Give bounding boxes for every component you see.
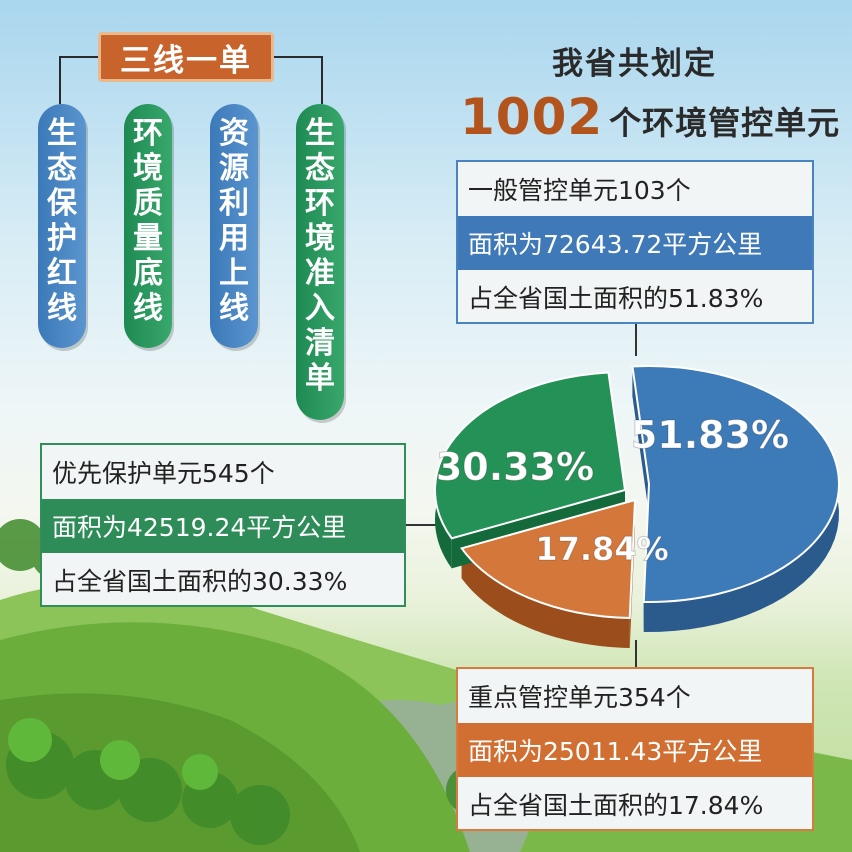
headline-number: 1002: [460, 88, 604, 146]
panel-general-control: 一般管控单元103个 面积为72643.72平方公里 占全省国土面积的51.83…: [456, 160, 814, 324]
panel-priority-share: 占全省国土面积的30.33%: [52, 567, 348, 596]
pie-slice-17.84%: [460, 498, 637, 619]
headline-line1: 我省共划定: [552, 46, 717, 82]
pie-slice-wall: [461, 548, 630, 648]
framework-item-char: 利: [219, 186, 249, 221]
framework-item-char: 线: [47, 291, 77, 326]
framework-item-environmental-quality-line: 环境质量底线: [124, 104, 172, 348]
headline-line2: 1002 个环境管控单元: [460, 88, 840, 146]
framework-item-char: 上: [219, 256, 249, 291]
panel-general-count: 一般管控单元103个: [468, 176, 691, 205]
panel-priority-area: 面积为42519.24平方公里: [42, 499, 404, 553]
framework-item-char: 入: [305, 291, 335, 326]
framework-item-char: 线: [133, 291, 163, 326]
panel-priority-count: 优先保护单元545个: [52, 459, 275, 488]
framework-item-char: 环: [133, 116, 163, 151]
framework-item-char: 底: [133, 256, 163, 291]
framework-item-char: 保: [47, 186, 77, 221]
framework-item-resource-utilization-line: 资源利用上线: [210, 104, 258, 348]
panel-key-control: 重点管控单元354个 面积为25011.43平方公里 占全省国土面积的17.84…: [456, 667, 814, 831]
pie-label: 17.84%: [535, 530, 668, 568]
panel-priority-protection: 优先保护单元545个 面积为42519.24平方公里 占全省国土面积的30.33…: [40, 443, 406, 607]
framework-item-char: 生: [305, 116, 335, 151]
panel-key-area: 面积为25011.43平方公里: [458, 723, 812, 777]
framework-item-char: 资: [219, 116, 249, 151]
framework-item-char: 准: [305, 256, 335, 291]
framework-item-char: 态: [47, 151, 77, 186]
framework-item-char: 清: [305, 326, 335, 361]
framework-item-char: 生: [47, 116, 77, 151]
framework-item-char: 护: [47, 221, 77, 256]
pie-slice-51.83%: [631, 365, 840, 603]
pie-slice-30.33%: [434, 371, 627, 540]
panel-key-share: 占全省国土面积的17.84%: [468, 791, 764, 820]
headline-suffix: 个环境管控单元: [609, 104, 841, 142]
framework-item-char: 单: [305, 361, 335, 396]
framework-title: 三线一单: [98, 32, 274, 82]
panel-general-area: 面积为72643.72平方公里: [458, 216, 812, 270]
framework-item-char: 环: [305, 186, 335, 221]
framework-item-char: 境: [305, 221, 335, 256]
panel-general-share: 占全省国土面积的51.83%: [468, 284, 764, 313]
framework-item-char: 源: [219, 151, 249, 186]
framework-item-char: 量: [133, 221, 163, 256]
framework-item-char: 境: [133, 151, 163, 186]
framework-item-access-list: 生态环境准入清单: [296, 104, 344, 420]
framework-item-char: 态: [305, 151, 335, 186]
pie-chart: 51.83% 17.84% 30.33%: [434, 365, 840, 648]
framework-item-char: 质: [133, 186, 163, 221]
framework-item-char: 红: [47, 256, 77, 291]
framework-item-ecological-red-line: 生态保护红线: [38, 104, 86, 348]
pie-slice-radial-wall: [632, 366, 649, 514]
framework-item-char: 用: [219, 221, 249, 256]
pie-label: 30.33%: [436, 445, 594, 489]
framework-item-char: 线: [219, 291, 249, 326]
panel-key-count: 重点管控单元354个: [468, 683, 691, 712]
pie-label: 51.83%: [631, 413, 789, 457]
